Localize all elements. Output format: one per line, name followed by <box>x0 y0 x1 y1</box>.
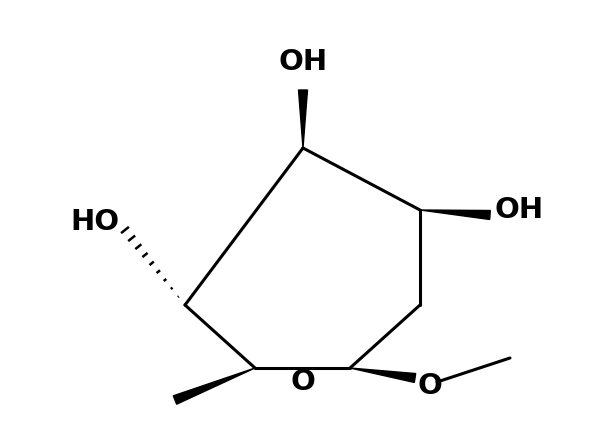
Text: O: O <box>418 372 442 400</box>
Text: OH: OH <box>278 48 328 76</box>
Polygon shape <box>173 368 255 404</box>
Polygon shape <box>420 210 490 220</box>
Text: HO: HO <box>70 208 119 236</box>
Polygon shape <box>299 90 307 148</box>
Text: O: O <box>290 368 316 396</box>
Polygon shape <box>350 368 416 383</box>
Text: OH: OH <box>495 196 544 224</box>
